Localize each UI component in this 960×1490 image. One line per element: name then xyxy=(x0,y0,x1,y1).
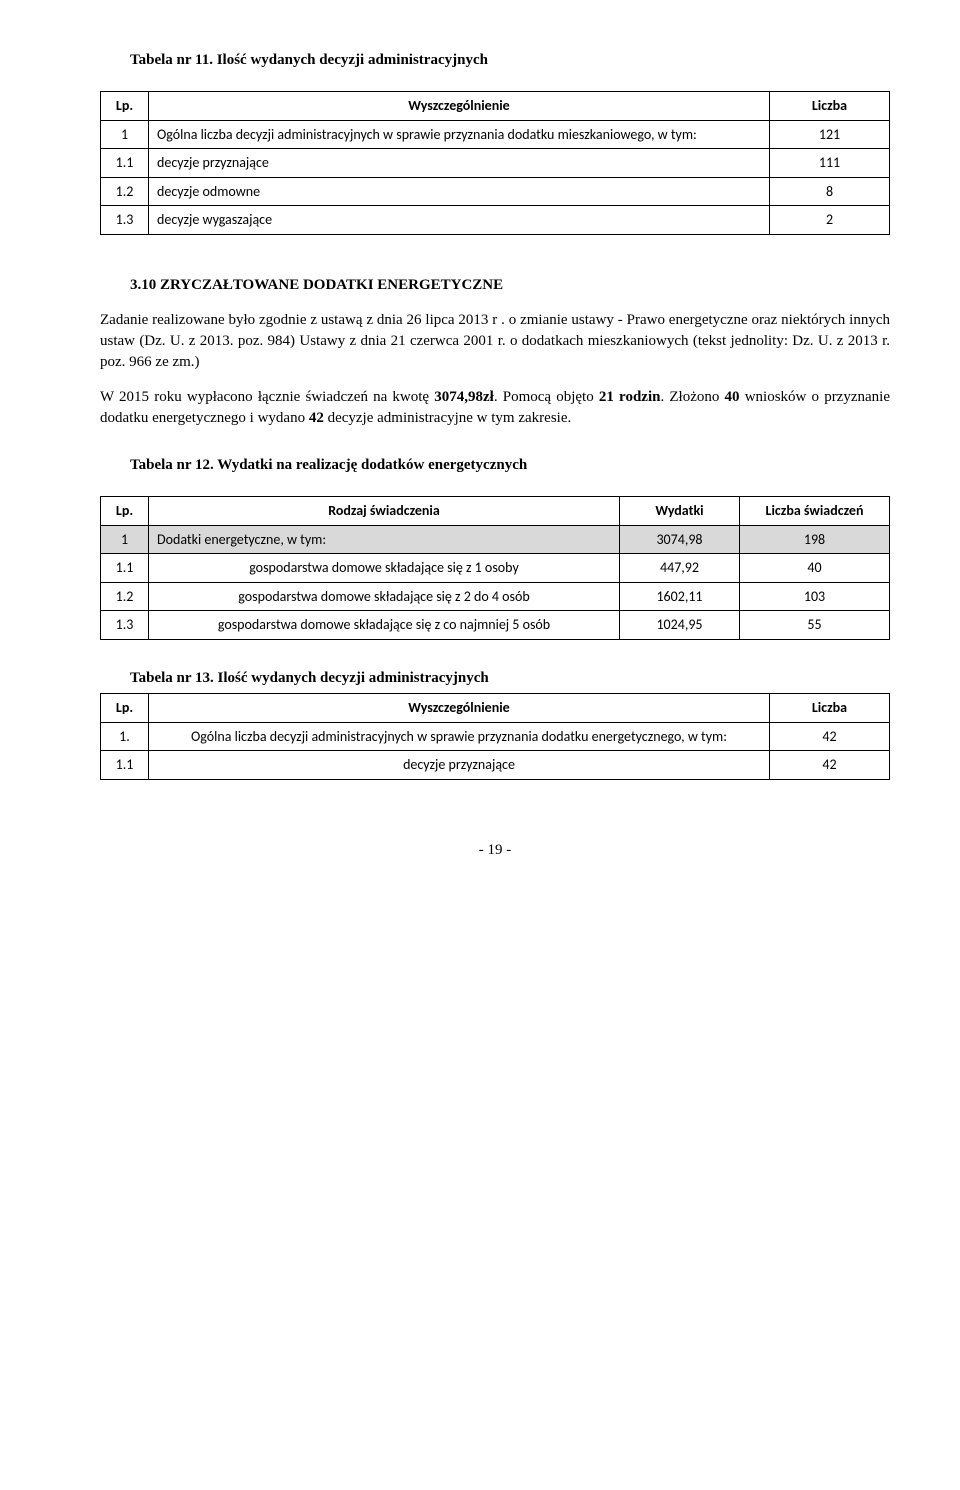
cell-wyd: 1024,95 xyxy=(620,611,740,640)
cell-lp: 1 xyxy=(101,120,149,149)
table12-h-lp: Lp. xyxy=(101,496,149,525)
table12-title: Tabela nr 12. Wydatki na realizację doda… xyxy=(130,455,890,476)
table-row: 1.2 gospodarstwa domowe składające się z… xyxy=(101,582,890,611)
cell-licz: 198 xyxy=(740,525,890,554)
cell-wyd: 447,92 xyxy=(620,554,740,583)
cell-lp: 1. xyxy=(101,722,149,751)
cell-lp: 1.3 xyxy=(101,611,149,640)
table13-h-count: Liczba xyxy=(770,693,890,722)
page-number: - 19 - xyxy=(100,840,890,861)
cell-lp: 1.3 xyxy=(101,206,149,235)
p2-b: . Pomocą objęto xyxy=(494,389,599,405)
cell-desc: gospodarstwa domowe składające się z 2 d… xyxy=(149,582,620,611)
cell-desc: decyzje wygaszające xyxy=(149,206,770,235)
cell-count: 8 xyxy=(770,177,890,206)
p2-decisions: 42 xyxy=(309,410,324,426)
table-row: 1 Dodatki energetyczne, w tym: 3074,98 1… xyxy=(101,525,890,554)
table-row: 1.3 decyzje wygaszające 2 xyxy=(101,206,890,235)
section-3-10-p2: W 2015 roku wypłacono łącznie świadczeń … xyxy=(100,387,890,429)
cell-desc: decyzje odmowne xyxy=(149,177,770,206)
p2-e: decyzje administracyjne w tym zakresie. xyxy=(324,410,571,426)
table11-h-count: Liczba xyxy=(770,92,890,121)
table-row: 1.3 gospodarstwa domowe składające się z… xyxy=(101,611,890,640)
table11: Lp. Wyszczególnienie Liczba 1 Ogólna lic… xyxy=(100,91,890,235)
cell-wyd: 3074,98 xyxy=(620,525,740,554)
cell-desc: Ogólna liczba decyzji administracyjnych … xyxy=(149,722,770,751)
table12-header-row: Lp. Rodzaj świadczenia Wydatki Liczba św… xyxy=(101,496,890,525)
p2-c: . Złożono xyxy=(660,389,724,405)
table11-title: Tabela nr 11. Ilość wydanych decyzji adm… xyxy=(130,50,890,71)
table11-header-row: Lp. Wyszczególnienie Liczba xyxy=(101,92,890,121)
p2-families: 21 rodzin xyxy=(599,389,661,405)
cell-lp: 1.1 xyxy=(101,554,149,583)
cell-licz: 40 xyxy=(740,554,890,583)
cell-desc: Ogólna liczba decyzji administracyjnych … xyxy=(149,120,770,149)
table-row: 1.1 decyzje przyznające 42 xyxy=(101,751,890,780)
cell-lp: 1.1 xyxy=(101,751,149,780)
cell-desc: gospodarstwa domowe składające się z 1 o… xyxy=(149,554,620,583)
cell-lp: 1 xyxy=(101,525,149,554)
cell-lp: 1.2 xyxy=(101,582,149,611)
table12-h-licz: Liczba świadczeń xyxy=(740,496,890,525)
cell-desc: decyzje przyznające xyxy=(149,149,770,178)
table-row: 1 Ogólna liczba decyzji administracyjnyc… xyxy=(101,120,890,149)
table-row: 1. Ogólna liczba decyzji administracyjny… xyxy=(101,722,890,751)
table-row: 1.2 decyzje odmowne 8 xyxy=(101,177,890,206)
table13-h-desc: Wyszczególnienie xyxy=(149,693,770,722)
table-row: 1.1 gospodarstwa domowe składające się z… xyxy=(101,554,890,583)
table13: Lp. Wyszczególnienie Liczba 1. Ogólna li… xyxy=(100,693,890,780)
cell-licz: 55 xyxy=(740,611,890,640)
table13-header-row: Lp. Wyszczególnienie Liczba xyxy=(101,693,890,722)
table11-h-lp: Lp. xyxy=(101,92,149,121)
cell-count: 121 xyxy=(770,120,890,149)
p2-amount: 3074,98zł xyxy=(434,389,494,405)
table12-h-wyd: Wydatki xyxy=(620,496,740,525)
cell-wyd: 1602,11 xyxy=(620,582,740,611)
section-3-10-p1: Zadanie realizowane było zgodnie z ustaw… xyxy=(100,310,890,373)
cell-count: 42 xyxy=(770,722,890,751)
table13-title: Tabela nr 13. Ilość wydanych decyzji adm… xyxy=(130,668,890,689)
cell-count: 2 xyxy=(770,206,890,235)
cell-desc: Dodatki energetyczne, w tym: xyxy=(149,525,620,554)
section-3-10-heading: 3.10 ZRYCZAŁTOWANE DODATKI ENERGETYCZNE xyxy=(130,275,890,296)
table13-h-lp: Lp. xyxy=(101,693,149,722)
table11-h-desc: Wyszczególnienie xyxy=(149,92,770,121)
cell-count: 111 xyxy=(770,149,890,178)
cell-lp: 1.1 xyxy=(101,149,149,178)
table-row: 1.1 decyzje przyznające 111 xyxy=(101,149,890,178)
p2-a: W 2015 roku wypłacono łącznie świadczeń … xyxy=(100,389,434,405)
cell-lp: 1.2 xyxy=(101,177,149,206)
cell-desc: decyzje przyznające xyxy=(149,751,770,780)
cell-desc: gospodarstwa domowe składające się z co … xyxy=(149,611,620,640)
cell-count: 42 xyxy=(770,751,890,780)
cell-licz: 103 xyxy=(740,582,890,611)
table12-h-desc: Rodzaj świadczenia xyxy=(149,496,620,525)
p2-applications: 40 xyxy=(725,389,740,405)
table12: Lp. Rodzaj świadczenia Wydatki Liczba św… xyxy=(100,496,890,640)
